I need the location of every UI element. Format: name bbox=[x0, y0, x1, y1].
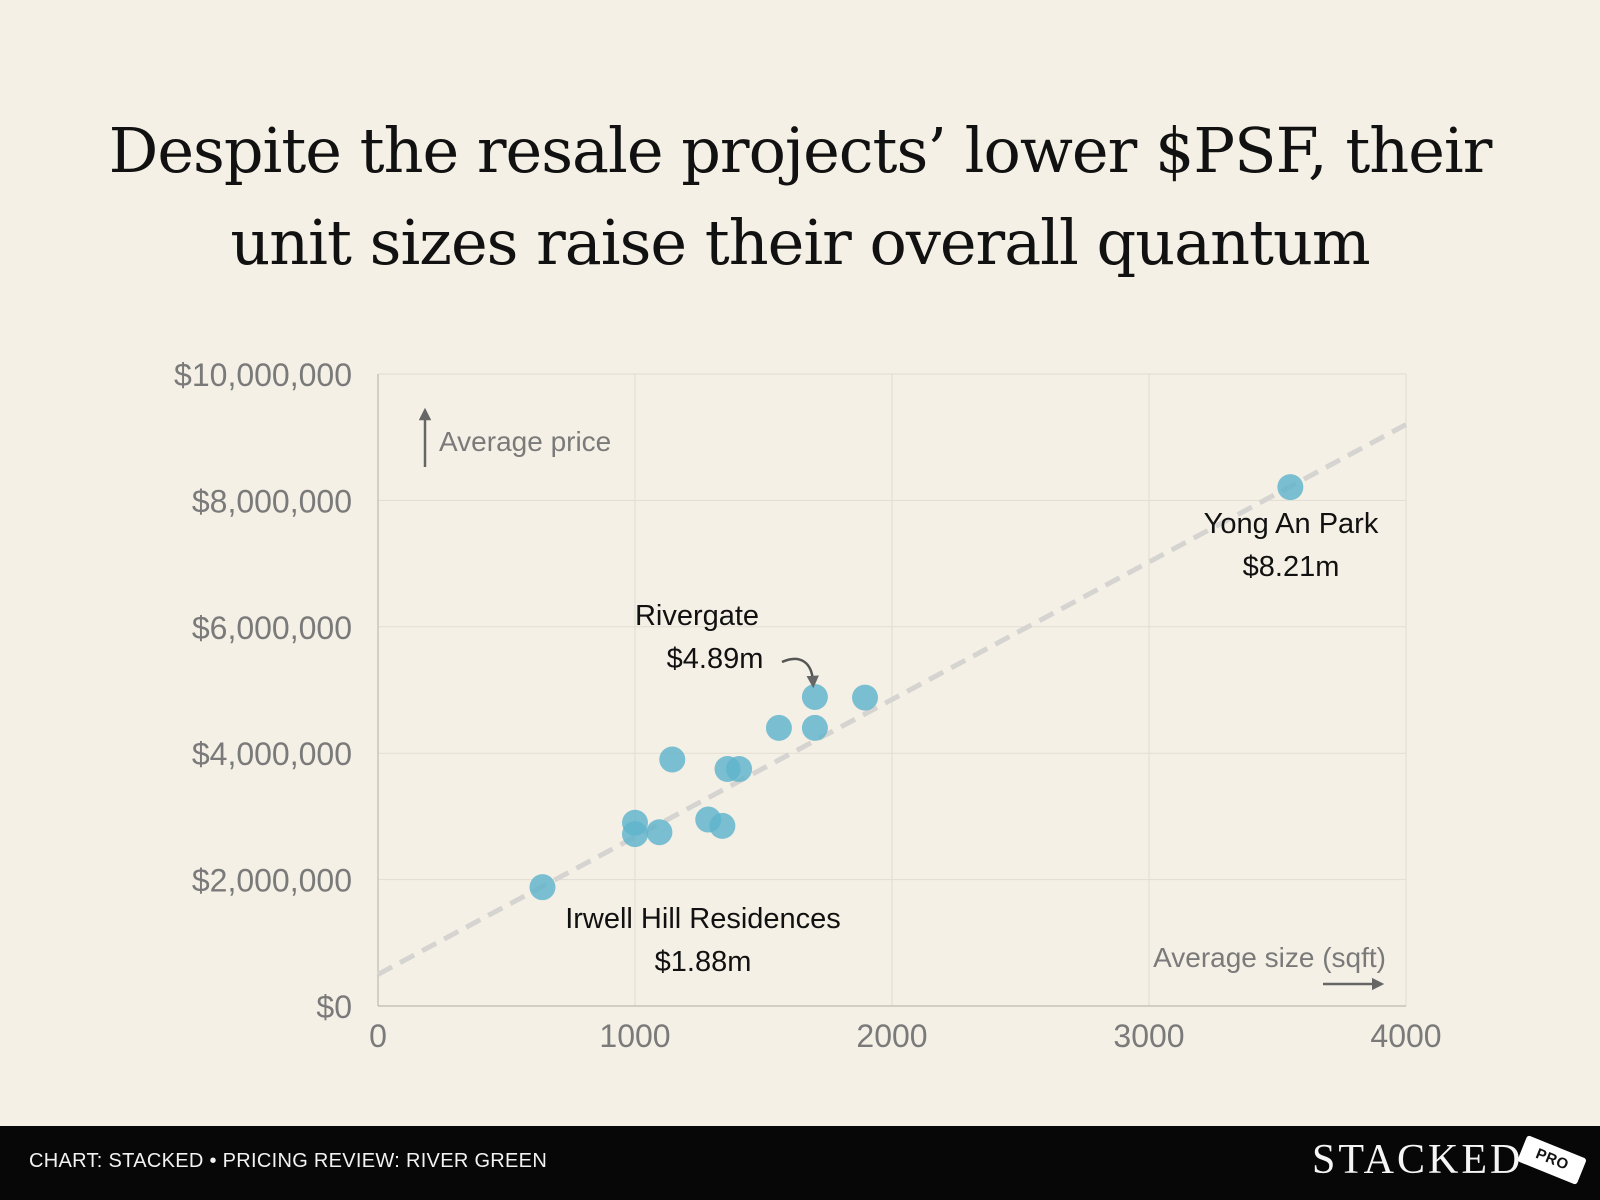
annotation-rivergate-value: $4.89m bbox=[667, 643, 764, 675]
data-point bbox=[801, 714, 828, 741]
chart-title-line-1: Despite the resale projects’ lower $PSF,… bbox=[108, 114, 1493, 187]
rivergate-callout-arrow bbox=[781, 657, 819, 689]
x-tick-label: 4000 bbox=[1370, 1018, 1441, 1054]
x-tick-label: 1000 bbox=[599, 1018, 670, 1054]
x-axis-label: Average size (sqft) bbox=[1153, 942, 1386, 973]
trendline bbox=[376, 422, 1408, 977]
y-tick-label: $6,000,000 bbox=[192, 610, 352, 646]
data-point bbox=[529, 874, 556, 901]
x-tick-label: 2000 bbox=[856, 1018, 927, 1054]
annotation-rivergate-name: Rivergate bbox=[635, 600, 759, 632]
data-point bbox=[726, 756, 753, 782]
chart-title: Despite the resale projects’ lower $PSF,… bbox=[0, 105, 1600, 289]
data-point bbox=[659, 746, 686, 773]
data-point bbox=[852, 684, 879, 711]
annotation-yong-an-park-name: Yong An Park bbox=[1204, 508, 1379, 540]
data-point bbox=[646, 819, 673, 846]
y-tick-label: $8,000,000 bbox=[192, 483, 352, 519]
data-point bbox=[709, 812, 736, 839]
data-point bbox=[765, 714, 792, 741]
y-tick-label: $4,000,000 bbox=[192, 736, 352, 772]
stacked-logo: STACKED bbox=[1312, 1137, 1524, 1183]
footer-bar: CHART: STACKED • PRICING REVIEW: RIVER G… bbox=[0, 1126, 1600, 1200]
pro-badge: PRO bbox=[1517, 1135, 1587, 1185]
y-tick-label: $10,000,000 bbox=[174, 357, 352, 393]
annotation-irwell-hill-name: Irwell Hill Residences bbox=[565, 903, 841, 935]
y-tick-label: $2,000,000 bbox=[192, 863, 352, 899]
scatter-chart: $0 $2,000,000 $4,000,000 $6,000,000 $8,000,0… bbox=[174, 357, 1442, 1054]
y-axis-label: Average price bbox=[439, 426, 611, 457]
data-point bbox=[801, 683, 828, 710]
x-tick-label: 3000 bbox=[1113, 1018, 1184, 1054]
annotation-yong-an-park-value: $8.21m bbox=[1243, 551, 1340, 583]
annotation-irwell-hill-value: $1.88m bbox=[655, 946, 752, 978]
x-tick-label: 0 bbox=[369, 1018, 387, 1054]
data-point bbox=[622, 821, 648, 848]
chart-title-line-2: unit sizes raise their overall quantum bbox=[230, 206, 1370, 279]
footer-source: CHART: STACKED • PRICING REVIEW: RIVER G… bbox=[29, 1150, 548, 1172]
data-point bbox=[1277, 474, 1304, 501]
y-tick-label: $0 bbox=[316, 989, 352, 1025]
